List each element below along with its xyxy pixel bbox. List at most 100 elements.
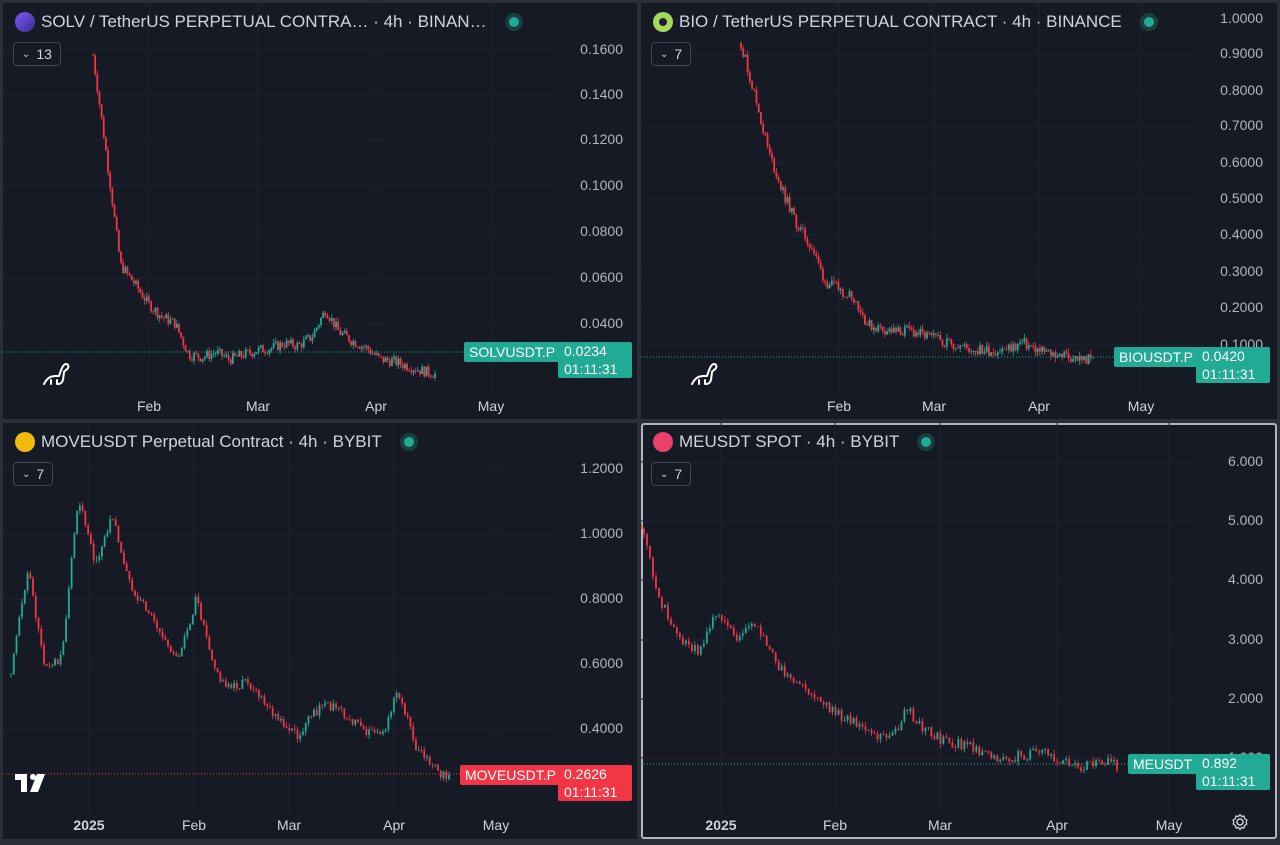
candle-body [117, 230, 120, 253]
candle-body [1050, 349, 1052, 356]
last-price-label: 0.892 01:11:31 [1196, 754, 1270, 790]
chart-pane-bio[interactable]: BIO / TetherUS PERPETUAL CONTRACT · 4h ·… [641, 3, 1277, 419]
candle-body [409, 716, 412, 727]
candle-body [92, 543, 95, 561]
candle-body [139, 599, 142, 601]
candle-body [235, 682, 238, 689]
candle-body [262, 345, 264, 353]
price-tick-label: 0.1600 [580, 41, 623, 57]
candle-body [894, 728, 897, 733]
candle-body [933, 736, 936, 740]
indicators-toggle-button[interactable]: ⌄ 7 [651, 42, 692, 66]
candle-body [972, 742, 975, 752]
chart-pane-me[interactable]: MEUSDT SPOT · 4h · BYBIT ⌄ 7 6.000 5.000 4.… [641, 423, 1277, 839]
candle-body [81, 505, 84, 511]
candle-body [815, 253, 818, 257]
chart-pane-move[interactable]: MOVEUSDT Perpetual Contract · 4h · BYBIT… [3, 423, 637, 839]
symbol-legend[interactable]: MOVEUSDT Perpetual Contract · 4h · BYBIT [15, 432, 414, 452]
candle-body [945, 736, 948, 738]
candle-body [401, 364, 404, 368]
candle-body [269, 706, 271, 709]
candle-body [742, 48, 745, 57]
symbol-title: MOVEUSDT Perpetual Contract · 4h · BYBIT [41, 432, 382, 451]
candle-body [948, 338, 951, 340]
candle-body [992, 352, 995, 354]
candle-body [1032, 748, 1035, 751]
price-chart[interactable] [3, 423, 637, 839]
candle-body [203, 356, 206, 360]
market-status-icon[interactable] [403, 437, 414, 447]
indicators-toggle-button[interactable]: ⌄ 7 [13, 462, 54, 486]
candle-body [227, 684, 230, 687]
candle-body [759, 626, 762, 636]
candle-body [1068, 758, 1071, 766]
candle-body [169, 645, 172, 653]
candle-body [888, 735, 891, 738]
candle-body [1098, 759, 1100, 761]
candle-body [182, 337, 185, 346]
candle-body [1069, 358, 1072, 362]
symbol-legend[interactable]: SOLV / TetherUS PERPETUAL CONTRA… · 4h ·… [15, 12, 519, 32]
candle-body [122, 262, 125, 273]
candle-body [714, 615, 717, 617]
candle-body [230, 684, 233, 689]
last-price: 0.0234 [564, 343, 607, 359]
move-coin-icon [15, 432, 35, 452]
gear-icon[interactable] [1231, 813, 1249, 831]
dino-icon[interactable] [41, 358, 71, 388]
price-tick-label: 2.000 [1227, 690, 1263, 706]
candle-body [115, 216, 118, 231]
candle-body [37, 617, 40, 629]
indicators-toggle-button[interactable]: ⌄ 13 [13, 42, 61, 66]
candle-body [1014, 760, 1017, 762]
price-tick-label: 0.8000 [1220, 82, 1263, 98]
candle-body [233, 682, 236, 689]
symbol-legend[interactable]: MEUSDT SPOT · 4h · BYBIT [653, 432, 932, 452]
candle-body [775, 171, 778, 178]
market-status-icon[interactable] [1143, 17, 1154, 27]
candle-body [112, 518, 114, 520]
candle-body [879, 733, 882, 740]
candle-body [415, 739, 417, 751]
candle-body [354, 719, 357, 725]
candle-body [959, 345, 962, 349]
candle-body [857, 301, 860, 311]
candle-body [371, 353, 374, 355]
price-chart[interactable] [641, 3, 1277, 419]
candle-body [324, 312, 327, 316]
candle-body [154, 307, 157, 312]
candle-body [365, 728, 368, 735]
candle-body [983, 351, 986, 354]
chart-pane-solv[interactable]: SOLV / TetherUS PERPETUAL CONTRA… · 4h ·… [3, 3, 637, 419]
market-status-icon[interactable] [921, 437, 932, 447]
candle-body [124, 267, 127, 273]
candle-body [419, 370, 421, 375]
symbol-price-label: SOLVUSDT.P [464, 342, 561, 362]
candle-body [1072, 358, 1074, 362]
symbol-legend[interactable]: BIO / TetherUS PERPETUAL CONTRACT · 4h ·… [653, 12, 1154, 32]
tradingview-logo-icon[interactable] [15, 772, 51, 794]
dino-icon[interactable] [689, 358, 719, 388]
candle-body [98, 556, 101, 560]
candle-body [682, 637, 684, 645]
candle-body [21, 603, 23, 617]
candle-body [881, 326, 884, 332]
candle-body [65, 618, 67, 642]
candle-body [941, 340, 944, 346]
candle-body [1029, 750, 1032, 760]
chevron-down-icon: ⌄ [22, 468, 31, 480]
candle-body [850, 291, 853, 299]
candle-body [738, 635, 741, 641]
candle-body [822, 268, 824, 281]
candle-body [976, 351, 979, 355]
indicators-toggle-button[interactable]: ⌄ 7 [651, 462, 692, 486]
candle-body [23, 590, 26, 604]
candle-body [227, 354, 230, 360]
candle-body [212, 353, 215, 355]
candle-body [302, 731, 304, 736]
market-status-icon[interactable] [508, 17, 519, 27]
price-chart[interactable] [641, 423, 1277, 839]
candle-body [793, 207, 796, 215]
candle-body [1025, 338, 1028, 349]
candle-body [641, 523, 642, 529]
